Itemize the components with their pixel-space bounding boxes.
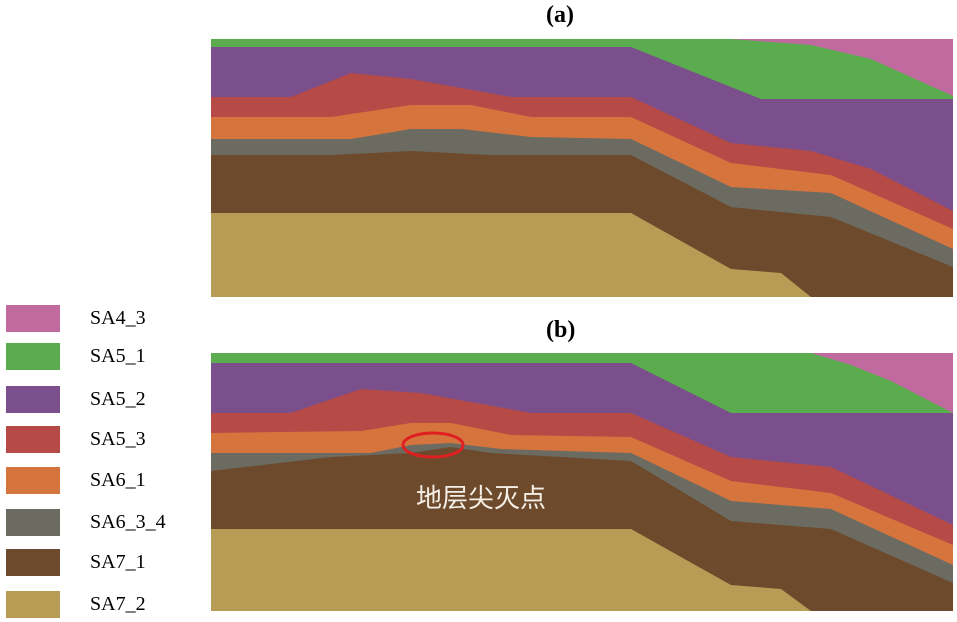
layer-sa4-3 [811, 353, 953, 413]
legend-swatch [6, 305, 60, 332]
legend-label: SA6_1 [90, 469, 146, 491]
layer-sa4-3 [731, 39, 953, 96]
pinch-out-label: 地层尖灭点 [416, 484, 547, 514]
panel-a-label: (a) [546, 2, 574, 28]
legend-swatch [6, 386, 60, 413]
legend-swatch [6, 549, 60, 576]
legend-label: SA7_2 [90, 593, 146, 615]
pinch-out-circle [401, 431, 465, 459]
legend-swatch [6, 467, 60, 494]
layer-sa7-2 [211, 213, 811, 297]
legend-swatch [6, 426, 60, 453]
legend-swatch [6, 343, 60, 370]
legend-label: SA5_2 [90, 388, 146, 410]
panel-b-label: (b) [546, 317, 576, 343]
legend-swatch [6, 509, 60, 536]
legend-label: SA4_3 [90, 307, 146, 329]
legend-label: SA7_1 [90, 551, 146, 573]
legend-label: SA5_1 [90, 345, 146, 367]
layer-sa7-2 [211, 529, 811, 611]
legend-label: SA5_3 [90, 428, 146, 450]
legend-label: SA6_3_4 [90, 511, 166, 533]
section-b [211, 353, 953, 611]
section-a [211, 39, 953, 297]
legend-swatch [6, 591, 60, 618]
